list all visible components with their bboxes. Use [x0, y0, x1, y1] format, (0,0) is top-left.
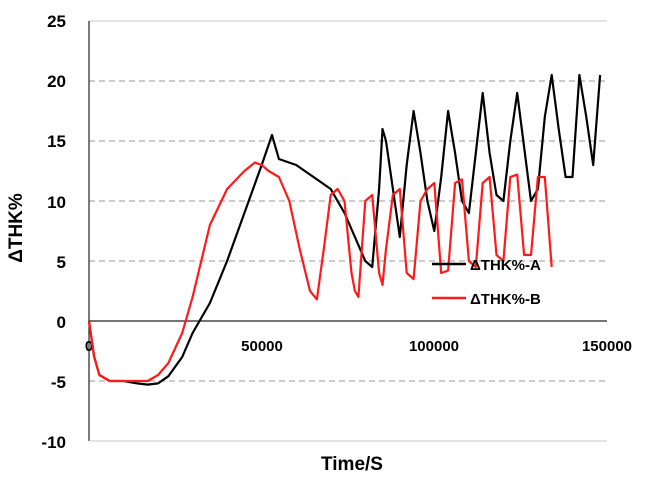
x-axis-title: Time/S — [321, 454, 383, 475]
series-line-a — [87, 73, 602, 386]
legend-label-a: ΔTHK%-A — [470, 257, 541, 274]
x-tick-label: 50000 — [241, 338, 283, 355]
x-tick-label: 150000 — [582, 338, 632, 355]
y-tick-labels: 25 20 15 10 5 0 -5 -10 — [41, 12, 66, 452]
axes — [88, 21, 607, 442]
y-tick-label: -5 — [51, 373, 66, 392]
x-tick-label: 0 — [85, 338, 93, 355]
y-tick-label: -10 — [41, 433, 66, 452]
legend-label-b: ΔTHK%-B — [470, 291, 541, 308]
x-tick-label: 100000 — [409, 338, 459, 355]
y-tick-label: 5 — [57, 253, 66, 272]
x-tick-labels: 0 50000 100000 150000 — [85, 338, 632, 355]
legend: ΔTHK%-A ΔTHK%-B — [432, 257, 541, 308]
series-line-b — [87, 161, 553, 383]
y-tick-label: 25 — [47, 12, 66, 31]
y-tick-label: 20 — [47, 72, 66, 91]
y-tick-label: 10 — [47, 193, 66, 212]
grid-lines — [89, 20, 607, 382]
y-tick-label: 0 — [57, 313, 66, 332]
y-axis-title: ΔTHK% — [6, 193, 27, 263]
y-tick-label: 15 — [47, 132, 66, 151]
